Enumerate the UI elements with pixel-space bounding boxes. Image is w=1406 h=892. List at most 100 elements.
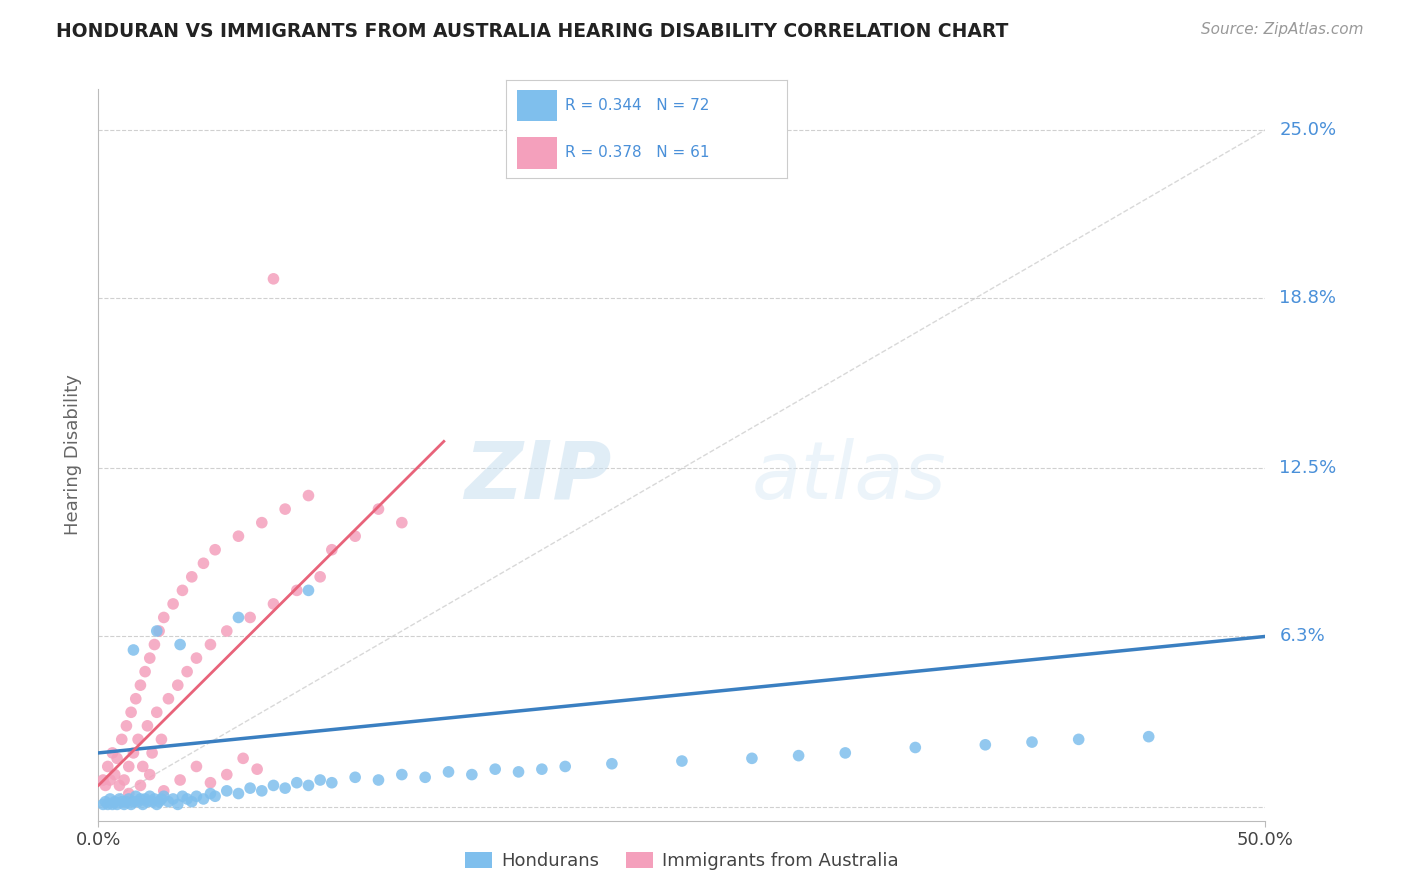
- Point: [115, 795, 138, 809]
- Text: R = 0.378   N = 61: R = 0.378 N = 61: [565, 145, 710, 161]
- Point: [98, 772, 121, 787]
- Point: [228, 610, 250, 624]
- Point: [250, 784, 273, 798]
- Point: [367, 772, 389, 787]
- Point: [204, 789, 226, 804]
- Point: [112, 797, 135, 812]
- Point: [193, 556, 215, 570]
- Point: [139, 789, 162, 804]
- Point: [125, 789, 148, 804]
- Text: 18.8%: 18.8%: [1279, 289, 1336, 307]
- Point: [136, 795, 159, 809]
- Point: [274, 781, 297, 796]
- Point: [122, 746, 145, 760]
- Point: [94, 779, 117, 793]
- Point: [141, 795, 163, 809]
- Point: [274, 502, 297, 516]
- Bar: [517, 90, 557, 121]
- Point: [112, 772, 135, 787]
- Point: [120, 706, 142, 720]
- Point: [200, 775, 222, 789]
- Point: [101, 797, 124, 812]
- Point: [186, 789, 208, 804]
- Point: [437, 764, 460, 779]
- Point: [461, 767, 484, 781]
- Text: ZIP: ZIP: [464, 438, 612, 516]
- Point: [152, 789, 174, 804]
- Point: [120, 797, 142, 812]
- Point: [111, 795, 134, 809]
- Point: [215, 624, 238, 638]
- Point: [297, 583, 319, 598]
- Point: [671, 754, 693, 768]
- Point: [139, 767, 162, 781]
- Point: [239, 610, 262, 624]
- Point: [94, 795, 117, 809]
- Point: [250, 516, 273, 530]
- Point: [101, 746, 124, 760]
- Point: [97, 797, 120, 812]
- Point: [136, 719, 159, 733]
- Point: [143, 638, 166, 652]
- Point: [297, 779, 319, 793]
- Point: [508, 764, 530, 779]
- Point: [134, 792, 156, 806]
- Point: [232, 751, 254, 765]
- Point: [122, 795, 145, 809]
- Text: 12.5%: 12.5%: [1279, 459, 1337, 477]
- Point: [1137, 730, 1160, 744]
- Point: [204, 542, 226, 557]
- Point: [146, 797, 169, 812]
- Point: [309, 570, 332, 584]
- Point: [108, 779, 131, 793]
- Point: [186, 651, 208, 665]
- Point: [134, 665, 156, 679]
- Point: [215, 767, 238, 781]
- Text: 25.0%: 25.0%: [1279, 120, 1337, 139]
- Point: [150, 792, 173, 806]
- Point: [180, 795, 202, 809]
- Point: [157, 795, 180, 809]
- Point: [193, 792, 215, 806]
- Point: [115, 719, 138, 733]
- Point: [1021, 735, 1043, 749]
- Point: [239, 781, 262, 796]
- Point: [391, 516, 413, 530]
- Point: [118, 792, 141, 806]
- Point: [262, 272, 284, 286]
- Point: [169, 772, 191, 787]
- Point: [262, 597, 284, 611]
- Point: [132, 759, 155, 773]
- Point: [148, 624, 170, 638]
- Point: [162, 792, 184, 806]
- Point: [285, 583, 308, 598]
- Point: [104, 795, 127, 809]
- Point: [118, 759, 141, 773]
- Point: [974, 738, 997, 752]
- Point: [127, 795, 149, 809]
- Point: [172, 583, 194, 598]
- Text: 6.3%: 6.3%: [1279, 627, 1324, 646]
- Point: [554, 759, 576, 773]
- Point: [180, 570, 202, 584]
- Point: [129, 792, 152, 806]
- Point: [228, 787, 250, 801]
- Point: [157, 691, 180, 706]
- Point: [108, 792, 131, 806]
- Point: [148, 795, 170, 809]
- Point: [228, 529, 250, 543]
- Y-axis label: Hearing Disability: Hearing Disability: [65, 375, 83, 535]
- Point: [172, 789, 194, 804]
- Point: [132, 797, 155, 812]
- Point: [143, 792, 166, 806]
- Point: [129, 779, 152, 793]
- Point: [297, 489, 319, 503]
- Point: [118, 787, 141, 801]
- Point: [176, 792, 198, 806]
- Point: [285, 775, 308, 789]
- Point: [186, 759, 208, 773]
- Point: [166, 797, 188, 812]
- Point: [141, 746, 163, 760]
- Point: [91, 772, 114, 787]
- Point: [176, 665, 198, 679]
